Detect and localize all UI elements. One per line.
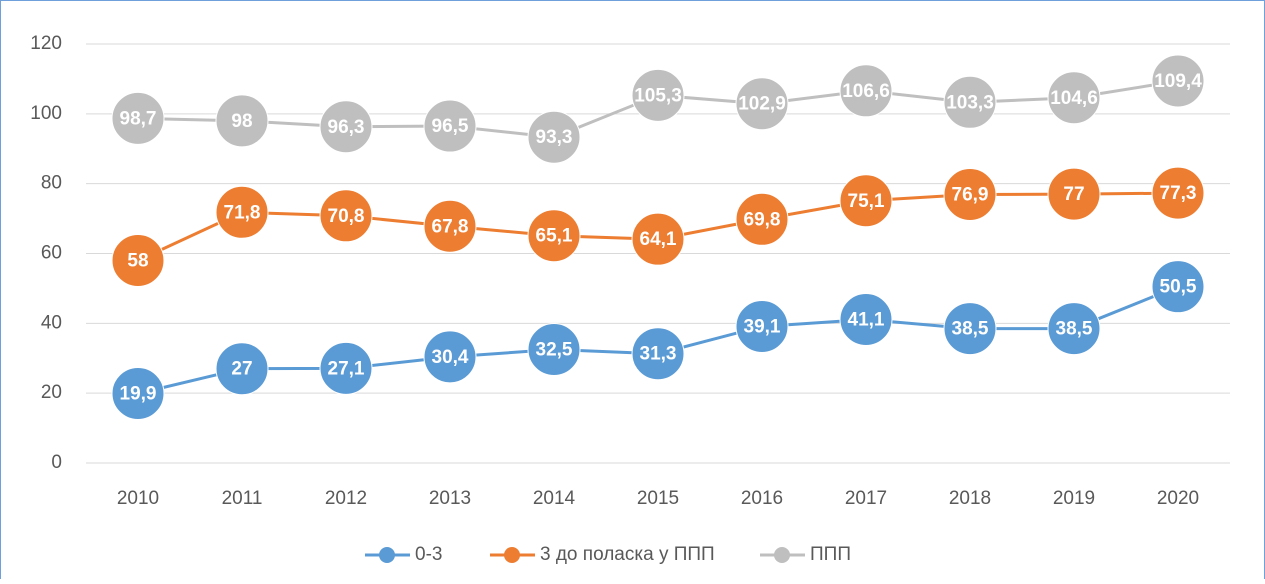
data-point [423, 99, 477, 153]
data-label: 109,4 [1154, 71, 1202, 92]
data-label: 39,1 [744, 316, 781, 337]
data-label: 65,1 [536, 226, 573, 247]
data-label: 58 [127, 250, 148, 271]
y-tick-label: 20 [41, 382, 62, 403]
data-label: 76,9 [952, 185, 989, 206]
data-point [111, 91, 165, 145]
data-point [1151, 260, 1205, 314]
data-point [215, 185, 269, 239]
data-point [1151, 54, 1205, 108]
data-point [1047, 71, 1101, 125]
y-tick-label: 80 [41, 173, 62, 194]
data-label: 105,3 [634, 85, 682, 106]
data-point [1047, 167, 1101, 221]
data-label: 32,5 [536, 340, 573, 361]
x-tick-label: 2020 [1157, 488, 1199, 509]
x-tick-label: 2010 [117, 488, 159, 509]
y-tick-label: 120 [30, 33, 62, 54]
x-tick-label: 2015 [637, 488, 679, 509]
data-point [527, 110, 581, 164]
data-point [839, 292, 893, 346]
data-point [943, 302, 997, 356]
data-label: 106,6 [842, 81, 890, 102]
data-label: 71,8 [224, 202, 261, 223]
data-label: 19,9 [120, 384, 157, 405]
legend-marker [504, 547, 520, 563]
data-point [1151, 166, 1205, 220]
data-label: 70,8 [328, 206, 365, 227]
data-point [631, 327, 685, 381]
x-tick-label: 2012 [325, 488, 367, 509]
data-point [527, 209, 581, 263]
data-label: 64,1 [640, 229, 677, 250]
x-tick-label: 2019 [1053, 488, 1095, 509]
x-tick-label: 2013 [429, 488, 471, 509]
data-label: 67,8 [432, 216, 469, 237]
data-label: 98 [231, 111, 252, 132]
data-point [527, 323, 581, 377]
data-label: 77,3 [1160, 183, 1197, 204]
data-label: 69,8 [744, 209, 781, 230]
data-point [215, 342, 269, 396]
data-label: 50,5 [1160, 277, 1197, 298]
data-point [631, 212, 685, 266]
data-point [839, 174, 893, 228]
data-point [1047, 302, 1101, 356]
legend-label: 3 до поласка у ППП [540, 544, 715, 565]
x-tick-label: 2014 [533, 488, 576, 509]
data-point [735, 299, 789, 353]
legend-label: 0-3 [415, 544, 442, 565]
data-point [423, 330, 477, 384]
legend-marker [774, 547, 790, 563]
data-label: 31,3 [640, 344, 677, 365]
legend-marker [379, 547, 395, 563]
data-point [631, 68, 685, 122]
data-label: 27 [231, 359, 252, 380]
data-label: 75,1 [848, 191, 885, 212]
data-point [111, 233, 165, 287]
data-label: 38,5 [1056, 319, 1093, 340]
data-label: 27,1 [328, 358, 365, 379]
y-tick-label: 100 [30, 103, 62, 124]
legend-label: ППП [810, 544, 851, 565]
y-tick-label: 0 [51, 452, 62, 473]
data-point [943, 167, 997, 221]
data-point [839, 64, 893, 118]
y-tick-label: 40 [41, 312, 62, 333]
data-label: 93,3 [536, 127, 573, 148]
data-label: 96,5 [432, 116, 469, 137]
data-point [735, 192, 789, 246]
x-tick-label: 2018 [949, 488, 991, 509]
x-tick-label: 2017 [845, 488, 887, 509]
data-point [735, 77, 789, 131]
data-label: 41,1 [848, 310, 885, 331]
data-point [215, 94, 269, 148]
data-label: 30,4 [432, 347, 469, 368]
data-label: 103,3 [946, 92, 994, 113]
data-label: 77 [1063, 184, 1084, 205]
data-point [319, 189, 373, 243]
x-tick-label: 2011 [222, 488, 263, 509]
data-point [319, 100, 373, 154]
x-tick-label: 2016 [741, 488, 783, 509]
data-label: 98,7 [120, 108, 157, 129]
data-label: 38,5 [952, 319, 989, 340]
y-tick-label: 60 [41, 243, 62, 264]
data-point [111, 367, 165, 421]
data-label: 104,6 [1050, 88, 1098, 109]
data-point [943, 75, 997, 129]
data-point [319, 341, 373, 395]
data-label: 102,9 [738, 94, 786, 115]
data-label: 96,3 [328, 117, 365, 138]
data-point [423, 199, 477, 253]
